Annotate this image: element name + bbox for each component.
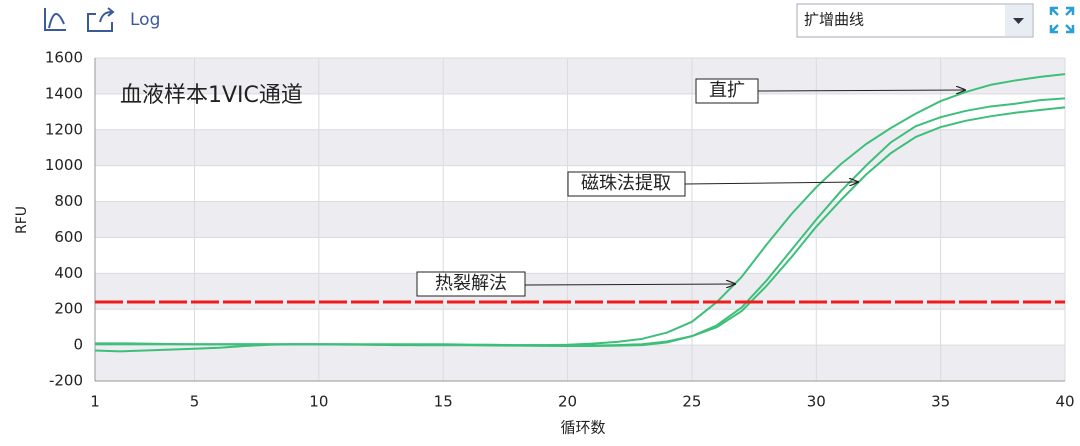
y-tick-label: 0: [73, 336, 83, 354]
y-tick-label: 1000: [45, 156, 83, 174]
annotation: 磁珠法提取: [567, 171, 858, 197]
dropdown[interactable]: 扩增曲线: [796, 3, 1034, 38]
plot-band: [95, 201, 1065, 238]
annotation-text: 磁珠法提取: [581, 173, 671, 194]
y-tick-label: 600: [54, 228, 83, 246]
x-tick-label: 30: [807, 393, 826, 411]
x-tick-label: 15: [434, 393, 453, 411]
plot-band: [95, 273, 1065, 310]
x-tick-label: 25: [682, 393, 701, 411]
x-tick-label: 10: [309, 393, 328, 411]
y-tick-label: -200: [49, 372, 83, 390]
annotation: 热裂解法: [416, 271, 735, 297]
export-icon[interactable]: [87, 7, 115, 32]
y-tick-label: 1400: [45, 84, 83, 102]
plot-band: [95, 345, 1065, 381]
plot-band: [95, 129, 1065, 166]
expand-icon[interactable]: [1049, 6, 1075, 34]
x-tick-label: 20: [558, 393, 577, 411]
plot-band: [95, 58, 1065, 94]
x-tick-label: 1: [90, 393, 100, 411]
y-tick-label: 400: [54, 264, 83, 282]
y-axis-label: RFU: [14, 206, 30, 234]
dropdown-text: 扩增曲线: [804, 11, 864, 29]
y-tick-label: 1600: [45, 49, 83, 67]
x-axis-label: 循环数: [560, 419, 605, 437]
y-tick-label: 1200: [45, 120, 83, 138]
annotation-text: 热裂解法: [435, 273, 507, 294]
y-tick-label: 200: [54, 300, 83, 318]
x-tick-label: 35: [931, 393, 950, 411]
log-button[interactable]: Log: [130, 10, 160, 30]
annotation-text: 直扩: [709, 80, 745, 101]
y-tick-label: 800: [54, 192, 83, 210]
x-tick-label: 40: [1055, 393, 1074, 411]
chart-title: 血液样本1VIC通道: [120, 83, 303, 108]
annotation: 直扩: [695, 78, 965, 104]
x-tick-label: 5: [190, 393, 200, 411]
series-line: [95, 106, 1066, 348]
chart-icon[interactable]: [44, 8, 66, 31]
